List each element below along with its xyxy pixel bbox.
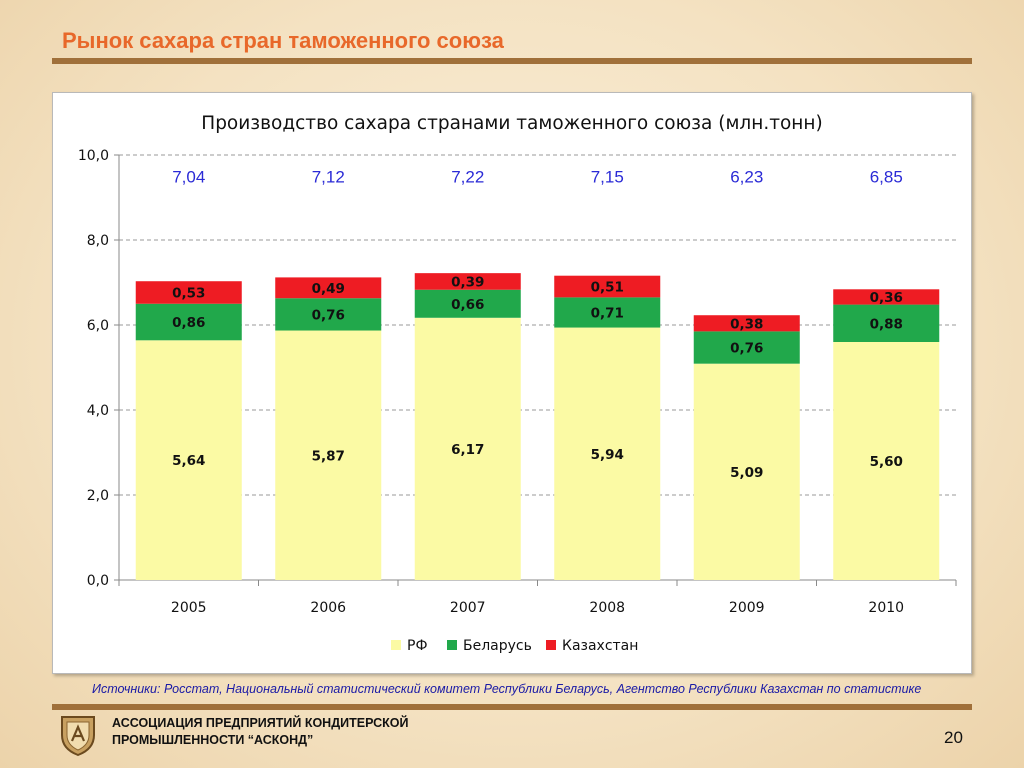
x-tick-label: 2006 (310, 600, 346, 616)
association-name: АССОЦИАЦИЯ ПРЕДПРИЯТИЙ КОНДИТЕРСКОЙ ПРОМ… (112, 715, 408, 749)
bar-segment (554, 297, 661, 328)
bar-value-label: 0,53 (172, 285, 205, 301)
bar-value-label: 0,71 (591, 305, 624, 321)
bar-segment (554, 327, 661, 580)
legend: РФ Беларусь Казахстан (391, 638, 638, 654)
total-label: 7,22 (451, 168, 484, 187)
page-number: 20 (944, 728, 963, 747)
legend-swatch (447, 640, 457, 650)
chart-title: Производство сахара странами таможенного… (201, 113, 822, 134)
bar-segment (414, 273, 521, 290)
sugar-production-chart: Производство сахара странами таможенного… (78, 113, 957, 654)
bar-value-label: 5,64 (172, 453, 205, 469)
gridlines (119, 154, 956, 496)
bar-value-label: 0,38 (730, 316, 763, 332)
slide-title: Рынок сахара стран таможенного союза (62, 28, 504, 53)
y-tick-label: 8,0 (87, 233, 109, 249)
y-tick-label: 2,0 (87, 488, 109, 504)
bar-segment (275, 330, 382, 580)
total-label: 6,23 (730, 168, 763, 187)
bar-value-label: 5,87 (312, 448, 345, 464)
bar-segment (275, 277, 382, 299)
bar-value-label: 6,17 (451, 442, 484, 458)
footer-divider (52, 704, 972, 710)
bar-value-label: 0,76 (730, 341, 763, 357)
bar-segment (833, 304, 940, 342)
title-divider (52, 58, 972, 64)
axes: 0,0 2,0 4,0 6,0 8,0 10,0 2005 2006 2007 2008 2009 2… (78, 148, 957, 616)
bar-segment (693, 331, 800, 364)
bar-value-label: 0,86 (172, 315, 205, 331)
bar-segment (414, 289, 521, 318)
association-line-1: АССОЦИАЦИЯ ПРЕДПРИЯТИЙ КОНДИТЕРСКОЙ (112, 716, 409, 730)
legend-swatch (546, 640, 556, 650)
bar-value-label: 0,88 (870, 316, 903, 332)
y-tick-label: 10,0 (78, 148, 109, 164)
association-line-2: ПРОМЫШЛЕННОСТИ “АСКОНД” (112, 733, 314, 747)
y-tick-label: 0,0 (87, 573, 109, 589)
data-labels: 5,64 0,86 0,53 7,04 5,87 0,76 0,49 7,12 6,17 0,66… (172, 168, 903, 481)
bar-segment (693, 363, 800, 580)
x-tick-label: 2008 (589, 600, 625, 616)
bar-value-label: 5,94 (591, 447, 624, 463)
x-tick-label: 2009 (729, 600, 765, 616)
bar-segment (554, 275, 661, 298)
sources-note: Источники: Росстат, Национальный статист… (92, 682, 922, 696)
bar-value-label: 0,51 (591, 280, 624, 296)
x-tick-label: 2005 (171, 600, 207, 616)
bar-segment (414, 317, 521, 580)
bar-value-label: 0,76 (312, 307, 345, 323)
total-label: 7,15 (591, 168, 624, 187)
x-tick-label: 2007 (450, 600, 486, 616)
bar-value-label: 0,39 (451, 274, 484, 290)
bar-value-label: 5,09 (730, 465, 763, 481)
total-label: 7,12 (312, 168, 345, 187)
bar-value-label: 5,60 (870, 454, 903, 470)
bar-segment (833, 342, 940, 580)
legend-label: Беларусь (463, 638, 532, 654)
chart-frame: Производство сахара странами таможенного… (52, 92, 972, 674)
total-label: 6,85 (870, 168, 903, 187)
legend-label: Казахстан (562, 638, 638, 654)
askond-logo-icon (61, 716, 95, 757)
x-tick-label: 2010 (868, 600, 904, 616)
bar-segment (275, 298, 382, 331)
bar-value-label: 0,49 (312, 281, 345, 297)
bar-segment (135, 340, 242, 580)
bars (135, 273, 940, 580)
total-label: 7,04 (172, 168, 205, 187)
bar-value-label: 0,66 (451, 297, 484, 313)
bar-value-label: 0,36 (870, 290, 903, 306)
bar-segment (135, 281, 242, 304)
y-tick-label: 4,0 (87, 403, 109, 419)
bar-segment (833, 289, 940, 305)
legend-label: РФ (407, 638, 428, 654)
bar-segment (135, 303, 242, 341)
bar-segment (693, 315, 800, 332)
legend-swatch (391, 640, 401, 650)
y-tick-label: 6,0 (87, 318, 109, 334)
